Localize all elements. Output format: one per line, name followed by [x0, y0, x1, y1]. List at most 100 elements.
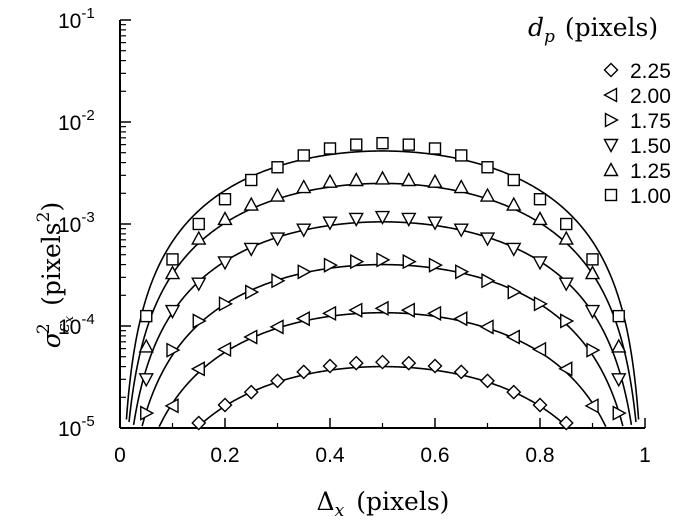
data-point: [269, 319, 284, 335]
data-point: [138, 338, 154, 353]
y-axis-label: σ2εx(pixels2): [34, 202, 77, 348]
data-point: [138, 373, 154, 388]
data-point: [296, 364, 312, 380]
data-point: [533, 296, 548, 312]
data-point: [455, 149, 468, 162]
y-axis-units-post: ): [37, 202, 66, 212]
data-point: [164, 304, 181, 320]
data-point: [427, 358, 443, 374]
data-point: [402, 138, 415, 151]
data-point: [166, 342, 181, 358]
y-tick-label: 10-2: [58, 107, 95, 135]
data-point: [296, 223, 312, 238]
data-point: [191, 415, 207, 431]
y-tick-label: 10-3: [58, 209, 95, 237]
y-axis-units-pre: (pixels: [37, 222, 66, 305]
data-point: [217, 341, 232, 358]
data-point: [350, 138, 363, 151]
data-point: [374, 210, 391, 226]
data-point: [560, 217, 573, 231]
data-point: [217, 397, 233, 413]
x-axis-symbol: Δ: [317, 487, 335, 516]
data-point: [400, 302, 415, 318]
data-point: [297, 149, 310, 162]
data-point: [481, 161, 494, 174]
data-point: [532, 211, 548, 226]
data-point: [479, 319, 494, 335]
data-point: [190, 361, 205, 377]
data-point: [612, 405, 627, 421]
legend-title-var: d: [528, 13, 544, 42]
data-point: [479, 232, 496, 247]
x-axis-sub: x: [335, 501, 345, 521]
legend-label: 2.00: [630, 85, 671, 108]
data-point: [269, 232, 286, 247]
x-axis-label: Δx (pixels): [317, 487, 450, 521]
data-point: [611, 373, 627, 388]
data-point: [348, 172, 364, 187]
data-point: [191, 277, 207, 292]
x-tick-label: 0: [114, 444, 126, 467]
data-point: [374, 300, 389, 317]
data-point: [243, 329, 258, 345]
data-point: [191, 230, 207, 245]
axes: [119, 19, 646, 429]
y-axis-sub: ε: [54, 323, 74, 332]
data-point: [558, 277, 574, 292]
data-point: [453, 364, 469, 380]
data-point: [164, 398, 179, 414]
legend-marker: [604, 188, 618, 202]
data-point: [348, 302, 363, 318]
data-point: [323, 142, 337, 155]
data-point: [611, 338, 627, 353]
y-tick-label: 10-4: [58, 311, 95, 339]
data-point: [532, 341, 547, 358]
data-point: [584, 398, 599, 414]
data-point: [217, 256, 233, 271]
data-point: [376, 136, 389, 150]
data-point: [402, 253, 417, 270]
x-axis-units: (pixels): [356, 487, 449, 516]
data-point: [506, 384, 522, 400]
data-point: [243, 384, 259, 400]
legend-marker: [603, 138, 619, 153]
data-point: [584, 265, 601, 280]
legend-marker: [603, 87, 618, 103]
data-point: [166, 253, 179, 266]
data-point: [505, 329, 520, 345]
y-axis-units-sup: 2: [34, 212, 54, 223]
data-point: [218, 193, 232, 206]
data-point: [269, 187, 286, 202]
data-point: [140, 309, 153, 323]
data-point: [428, 257, 443, 273]
data-point: [427, 305, 442, 322]
x-tick-label: 0.8: [525, 444, 554, 467]
legend-marker: [603, 162, 619, 177]
data-point: [401, 355, 417, 371]
data-point: [296, 179, 312, 194]
legend-label: 1.00: [630, 185, 671, 208]
data-point: [453, 223, 469, 238]
data-point: [507, 284, 522, 300]
legend-label: 1.50: [630, 135, 671, 158]
data-point: [218, 296, 233, 312]
data-point: [348, 212, 364, 227]
data-point: [481, 273, 496, 289]
data-point: [192, 217, 205, 231]
data-point: [270, 373, 285, 389]
x-tick-label: 0.4: [315, 444, 345, 467]
data-point: [374, 170, 391, 185]
fit-curves: [125, 150, 640, 429]
data-point: [586, 253, 599, 266]
data-point: [479, 187, 496, 202]
data-point: [584, 304, 601, 320]
data-point: [271, 161, 284, 174]
data-point: [192, 313, 207, 329]
tick-labels: 0 0.2 0.4 0.6 0.8 1 10-5 10-4 10-3 10-2 10-1: [58, 5, 651, 467]
data-point: [453, 179, 469, 194]
x-tick-label: 0.6: [420, 444, 449, 467]
legend-marker: [604, 112, 619, 128]
legend-label: 2.25: [630, 60, 671, 83]
y-axis-sup: 2: [34, 323, 54, 334]
